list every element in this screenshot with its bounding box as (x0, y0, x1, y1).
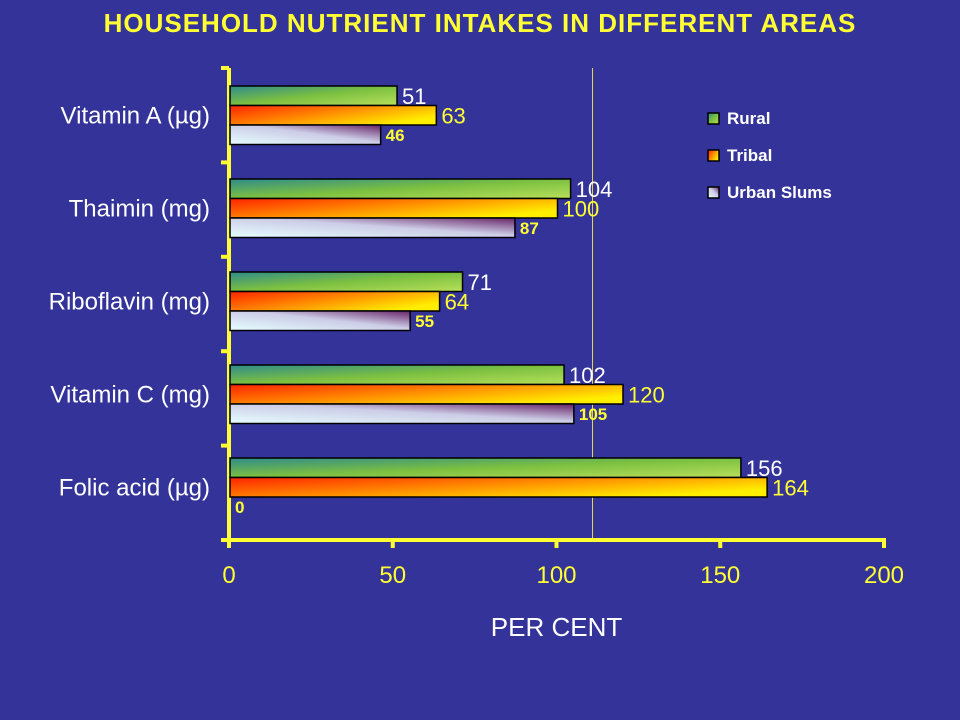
category-label-vitamin-a-g: Vitamin A (µg) (61, 102, 210, 129)
bar-rural-vitamin-a-g (229, 85, 398, 107)
data-label-urban-slums-riboflavin-mg: 55 (415, 312, 434, 331)
x-tick-label: 50 (379, 562, 406, 589)
x-tick-label: 0 (222, 562, 235, 589)
data-label-urban-slums-thaimin-mg: 87 (520, 219, 539, 238)
bar-tribal-vitamin-c-mg (229, 383, 624, 405)
data-label-rural-vitamin-a-g: 51 (402, 84, 426, 109)
data-label-tribal-vitamin-a-g: 63 (441, 104, 465, 129)
x-tick-label: 200 (864, 562, 904, 589)
bar-rural-thaimin-mg (229, 178, 572, 200)
data-label-rural-thaimin-mg: 104 (576, 177, 613, 202)
legend-swatch-tribal (707, 149, 720, 162)
bar-urban-slums-vitamin-a-g (229, 124, 382, 146)
data-label-tribal-vitamin-c-mg: 120 (628, 383, 665, 408)
data-label-tribal-thaimin-mg: 100 (563, 197, 600, 222)
bar-rural-riboflavin-mg (229, 271, 464, 293)
category-label-riboflavin-mg: Riboflavin (mg) (49, 288, 210, 315)
bar-rural-folic-acid-g (229, 457, 742, 479)
data-label-tribal-folic-acid-g: 164 (772, 476, 809, 501)
bar-urban-slums-vitamin-c-mg (229, 403, 575, 425)
data-label-urban-slums-vitamin-c-mg: 105 (579, 405, 607, 424)
bar-urban-slums-riboflavin-mg (229, 310, 411, 332)
data-label-tribal-riboflavin-mg: 64 (445, 290, 469, 315)
chart-title: HOUSEHOLD NUTRIENT INTAKES IN DIFFERENT … (103, 8, 857, 38)
legend-label-tribal: Tribal (727, 146, 772, 165)
bar-tribal-thaimin-mg (229, 197, 559, 219)
category-label-folic-acid-g: Folic acid (µg) (59, 474, 210, 501)
category-label-thaimin-mg: Thaimin (mg) (69, 195, 210, 222)
legend-swatch-rural (707, 112, 720, 125)
data-label-rural-vitamin-c-mg: 102 (569, 363, 606, 388)
legend-label-urban-slums: Urban Slums (727, 183, 832, 202)
bar-tribal-folic-acid-g (229, 476, 768, 498)
bar-urban-slums-thaimin-mg (229, 217, 516, 239)
data-label-rural-folic-acid-g: 156 (746, 456, 783, 481)
x-tick-label: 100 (536, 562, 576, 589)
data-label-urban-slums-vitamin-a-g: 46 (386, 126, 405, 145)
legend-label-rural: Rural (727, 109, 770, 128)
bar-rural-vitamin-c-mg (229, 364, 565, 386)
bar-tribal-riboflavin-mg (229, 290, 441, 312)
data-label-urban-slums-folic-acid-g: 0 (235, 498, 244, 517)
x-axis-label: PER CENT (491, 612, 623, 642)
category-label-vitamin-c-mg: Vitamin C (mg) (50, 381, 210, 408)
data-label-rural-riboflavin-mg: 71 (468, 270, 492, 295)
legend-swatch-urban-slums (707, 186, 720, 199)
x-tick-label: 150 (700, 562, 740, 589)
